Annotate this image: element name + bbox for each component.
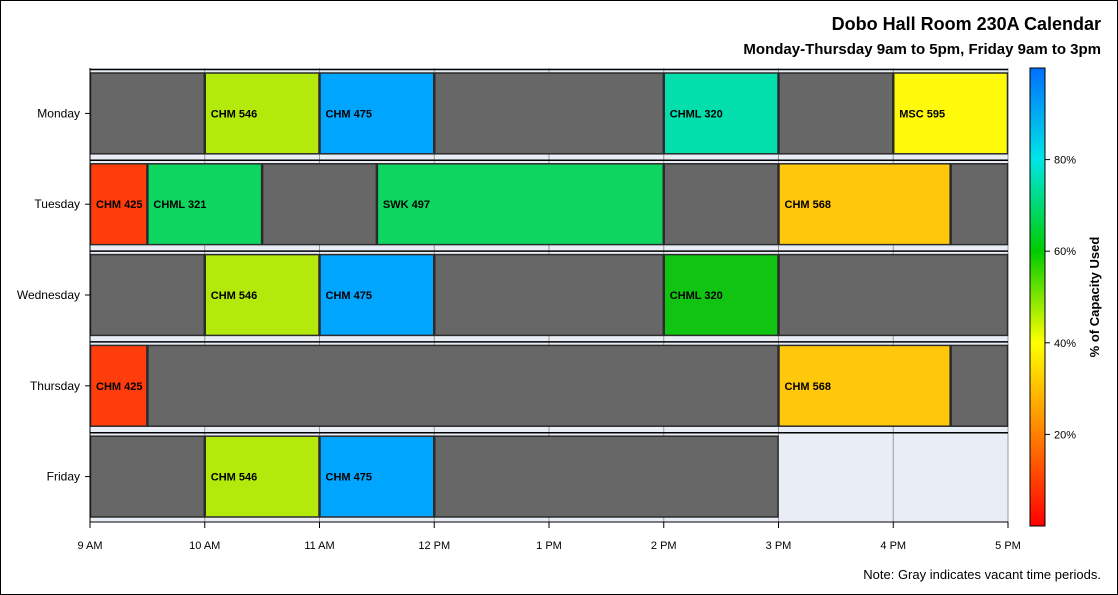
schedule-block xyxy=(319,72,435,155)
schedule-block xyxy=(376,163,664,246)
block-label: CHML 321 xyxy=(153,199,206,211)
x-tick-label: 10 AM xyxy=(189,540,220,552)
x-tick-label: 4 PM xyxy=(880,540,906,552)
block-label: SWK 497 xyxy=(383,199,430,211)
schedule-block xyxy=(663,253,779,337)
schedule-block xyxy=(778,163,951,246)
schedule-block xyxy=(778,72,894,155)
schedule-block xyxy=(319,253,435,337)
block-label: CHM 425 xyxy=(96,381,142,393)
schedule-block xyxy=(204,72,320,155)
schedule-block xyxy=(89,435,205,518)
block-label: MSC 595 xyxy=(899,108,945,120)
schedule-block xyxy=(319,435,435,518)
schedule-block xyxy=(89,163,148,246)
x-tick-label: 1 PM xyxy=(536,540,562,552)
block-label: CHM 475 xyxy=(326,108,372,120)
chart-subtitle: Monday-Thursday 9am to 5pm, Friday 9am t… xyxy=(743,41,1101,58)
schedule-block xyxy=(663,163,779,246)
block-label: CHML 320 xyxy=(670,290,723,302)
colorbar xyxy=(1029,67,1046,527)
x-tick-label: 2 PM xyxy=(651,540,677,552)
schedule-block xyxy=(204,253,320,337)
schedule-block xyxy=(434,435,779,518)
schedule-block xyxy=(434,253,664,337)
schedule-block xyxy=(434,72,664,155)
block-label: CHM 546 xyxy=(211,472,257,484)
block-label: CHM 475 xyxy=(326,472,372,484)
day-label: Monday xyxy=(37,106,80,120)
x-tick-label: 11 AM xyxy=(304,540,334,552)
x-tick-label: 5 PM xyxy=(995,540,1021,552)
block-label: CHM 475 xyxy=(326,290,372,302)
x-tick-label: 9 AM xyxy=(77,540,102,552)
x-tick-label: 12 PM xyxy=(418,540,450,552)
block-label: CHML 320 xyxy=(670,108,723,120)
block-label: CHM 546 xyxy=(211,108,257,120)
x-tick-label: 3 PM xyxy=(766,540,792,552)
day-label: Wednesday xyxy=(17,288,80,302)
colorbar-tick-label: 20% xyxy=(1054,429,1076,441)
chart-note: Note: Gray indicates vacant time periods… xyxy=(863,567,1101,582)
schedule-block xyxy=(950,344,1009,427)
block-label: CHM 568 xyxy=(785,199,831,211)
schedule-block xyxy=(261,163,378,246)
block-label: CHM 546 xyxy=(211,290,257,302)
day-label: Tuesday xyxy=(34,197,80,211)
schedule-block xyxy=(950,163,1009,246)
schedule-block xyxy=(89,253,205,337)
chart-title: Dobo Hall Room 230A Calendar xyxy=(831,14,1101,34)
schedule-block xyxy=(778,253,1009,337)
schedule-block xyxy=(89,72,205,155)
schedule-block xyxy=(893,72,1009,155)
schedule-block xyxy=(778,344,951,427)
block-label: CHM 568 xyxy=(785,381,831,393)
schedule-block xyxy=(204,435,320,518)
day-label: Thursday xyxy=(30,379,80,393)
block-label: CHM 425 xyxy=(96,199,142,211)
colorbar-tick-label: 80% xyxy=(1054,155,1076,167)
colorbar-tick-label: 40% xyxy=(1054,338,1076,350)
schedule-block xyxy=(147,344,779,427)
colorbar-tick-label: 60% xyxy=(1054,246,1076,258)
day-label: Friday xyxy=(47,470,80,484)
colorbar-label: % of Capacity Used xyxy=(1087,237,1102,358)
schedule-block xyxy=(147,163,263,246)
schedule-block xyxy=(663,72,779,155)
